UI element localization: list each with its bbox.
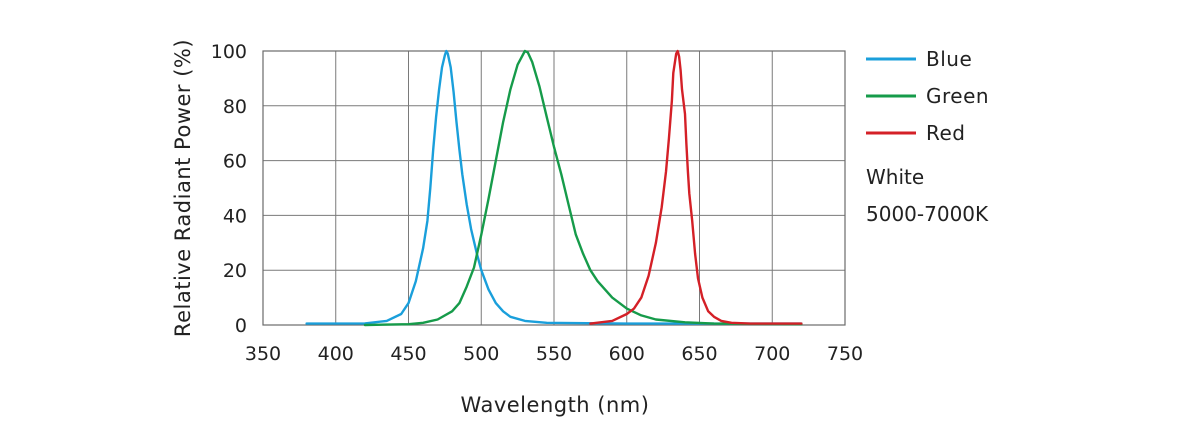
legend-label-green: Green [926,84,989,108]
series-lines [305,49,803,327]
x-tick-labels: 350 400 450 500 550 600 650 700 750 [245,343,863,365]
y-axis-title: Relative Radiant Power (%) [171,39,195,337]
x-tick-label: 750 [827,343,863,365]
x-axis-title: Wavelength (nm) [461,393,650,417]
x-tick-label: 550 [536,343,572,365]
legend-label-red: Red [926,121,966,145]
y-tick-label: 40 [223,205,247,227]
x-tick-label: 350 [245,343,281,365]
y-tick-label: 100 [211,41,247,63]
annotation-color-temperature: 5000-7000K [866,202,989,226]
x-tick-label: 600 [609,343,645,365]
y-tick-label: 0 [235,315,247,337]
annotation-white: White [866,165,924,189]
x-tick-label: 450 [390,343,426,365]
series-line-green [363,49,803,327]
legend-label-blue: Blue [926,47,972,71]
y-tick-labels: 0 20 40 60 80 100 [211,41,247,337]
legend: Blue Green Red [866,47,989,145]
y-tick-label: 60 [223,151,247,173]
series-line-blue [305,49,803,325]
x-tick-label: 400 [318,343,354,365]
plot-frame [262,50,846,326]
x-tick-label: 650 [681,343,717,365]
x-tick-label: 700 [754,343,790,365]
x-tick-label: 500 [463,343,499,365]
y-tick-label: 80 [223,96,247,118]
series-line-red [589,49,803,325]
y-tick-label: 20 [223,260,247,282]
